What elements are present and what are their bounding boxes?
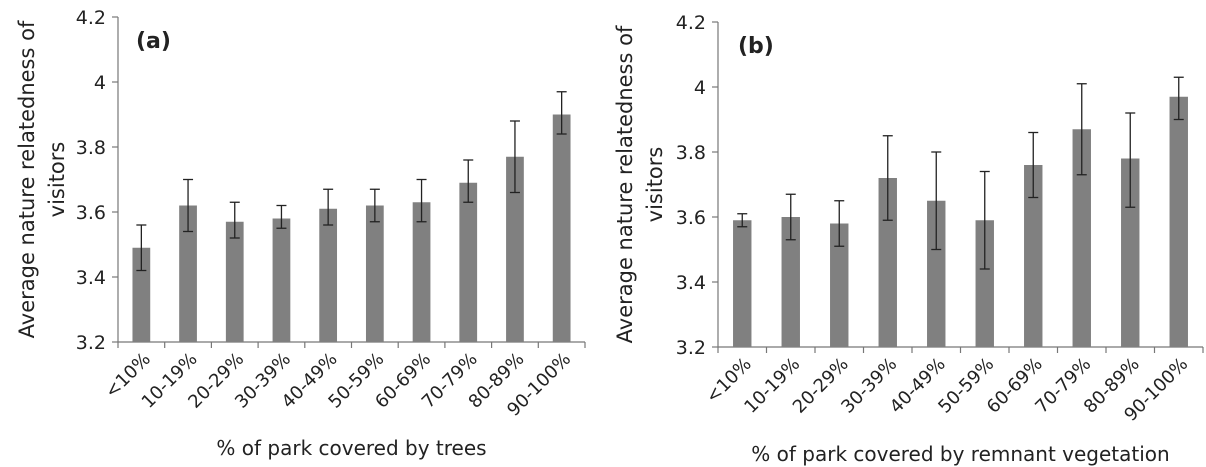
error-bar	[737, 213, 748, 228]
bar	[179, 205, 197, 342]
bar	[365, 205, 384, 342]
error-bar	[509, 120, 520, 194]
bar	[1072, 129, 1091, 347]
y-tick-label: 3.2	[76, 332, 106, 354]
y-tick-label: 3.4	[676, 272, 706, 294]
panel-label: (b)	[738, 34, 774, 59]
bar	[927, 200, 946, 347]
y-axis-label-line: Average nature relatedness of	[15, 20, 39, 338]
bar	[272, 218, 291, 342]
error-bar	[834, 200, 845, 247]
error-bar	[1076, 83, 1087, 176]
error-bar	[463, 159, 474, 203]
bar	[506, 156, 524, 342]
error-bar	[882, 135, 893, 221]
error-bar	[931, 151, 942, 251]
y-tick-label: 3.6	[76, 202, 106, 224]
error-bar	[369, 188, 380, 223]
x-axis-label: % of park covered by trees	[216, 436, 486, 460]
y-axis-label-line: visitors	[45, 142, 69, 218]
bar	[459, 182, 478, 342]
y-axis-label-line: visitors	[643, 147, 667, 223]
error-bar	[785, 193, 796, 241]
error-bar	[1173, 76, 1184, 121]
bar	[830, 223, 849, 347]
y-tick-label: 3.4	[76, 267, 106, 289]
y-tick-label: 3.6	[676, 207, 706, 229]
y-tick-label: 3.8	[76, 137, 106, 159]
y-tick-label: 3.2	[676, 337, 706, 359]
y-axis-label-line: Average nature relatedness of	[613, 25, 637, 343]
error-bar	[1028, 131, 1039, 199]
bar	[319, 208, 338, 342]
error-bar	[229, 201, 240, 239]
bar	[552, 114, 571, 342]
x-axis-label: % of park covered by remnant vegetation	[751, 442, 1169, 466]
bar	[733, 220, 752, 347]
bar	[1024, 165, 1043, 347]
bar	[225, 221, 244, 342]
bar	[1169, 96, 1188, 347]
error-bar	[276, 204, 287, 229]
error-bar	[416, 178, 427, 223]
y-tick-label: 4	[694, 77, 706, 99]
error-bar	[183, 178, 194, 233]
error-bar	[556, 91, 567, 135]
y-tick-label: 4.2	[76, 7, 106, 29]
y-tick-label: 4	[94, 72, 106, 94]
bar	[412, 202, 431, 342]
y-tick-label: 4.2	[676, 12, 706, 34]
error-bar	[323, 188, 334, 226]
y-tick-label: 3.8	[676, 142, 706, 164]
bar	[132, 247, 151, 342]
y-axis-label: Average nature relatedness of visitors	[15, 20, 69, 338]
bar	[975, 220, 994, 347]
error-bar	[136, 224, 147, 272]
error-bar	[1125, 112, 1136, 208]
y-axis-label: Average nature relatedness of visitors	[613, 25, 667, 343]
error-bar	[979, 170, 990, 270]
bar	[781, 217, 800, 347]
bar	[1121, 158, 1140, 347]
panel-label: (a)	[136, 29, 171, 54]
